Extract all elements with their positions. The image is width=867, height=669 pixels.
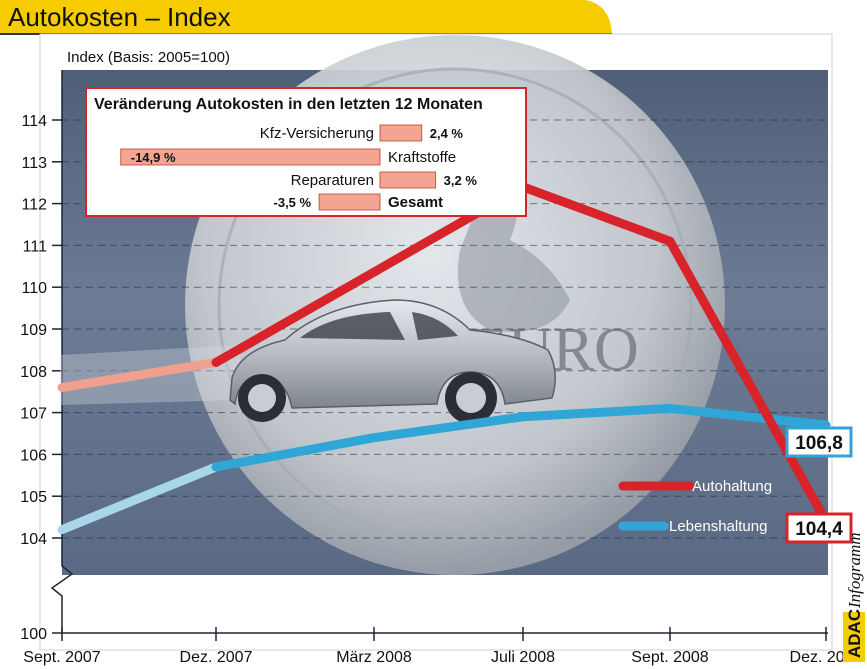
inset-label-gesamt: Gesamt — [388, 194, 443, 211]
inset-label-kraftstoffe: Kraftstoffe — [388, 149, 456, 166]
credit-label: Infogramm — [845, 532, 864, 609]
inset-value-kfz-versicherung: 2,4 % — [430, 126, 464, 141]
y-tick-label-109: 109 — [20, 322, 47, 339]
y-tick-label-113: 113 — [21, 155, 47, 172]
axis-note: Index (Basis: 2005=100) — [67, 49, 230, 66]
inset-bar-gesamt — [318, 193, 381, 211]
inset-value-gesamt: -3,5 % — [274, 195, 312, 210]
inset-row-kfz-versicherung: Kfz-Versicherung 2,4 % — [260, 124, 464, 142]
y-tick-label-107: 107 — [20, 406, 47, 423]
inset-value-reparaturen: 3,2 % — [444, 173, 478, 188]
series-lines — [57, 182, 831, 535]
credit-badge — [843, 612, 865, 662]
series-lebenshaltung-line — [211, 403, 831, 472]
x-tick-label-sept-2007: Sept. 2007 — [23, 649, 101, 666]
y-tick-label-112: 112 — [21, 197, 47, 214]
page-title: Autokosten – Index — [8, 2, 231, 32]
y-tick-label-111: 111 — [23, 238, 47, 255]
x-tick-label-marz-2008: März 2008 — [336, 649, 412, 666]
end-label-autohaltung-text: 104,4 — [795, 519, 843, 540]
legend-label-lebenshaltung: Lebenshaltung — [669, 518, 767, 535]
inset-value-kraftstoffe: -14,9 % — [131, 150, 176, 165]
legend-item-autohaltung: Autohaltung — [618, 478, 772, 495]
y-tick-label-114: 114 — [21, 113, 47, 130]
y-tick-label-108: 108 — [20, 364, 47, 381]
axis-break-area — [62, 576, 828, 633]
x-tick-label-juli-2008: Juli 2008 — [491, 649, 555, 666]
inset-row-reparaturen: Reparaturen 3,2 % — [291, 171, 478, 189]
credit: ADAC Infogramm — [843, 532, 865, 662]
car-illustration — [60, 299, 556, 424]
inset-bar-kraftstoffe — [120, 148, 381, 166]
legend-item-lebenshaltung: Lebenshaltung — [618, 518, 767, 535]
inset-bar-kfz-versicherung — [379, 124, 423, 142]
series-autohaltung-line — [211, 182, 831, 526]
inset-rows: Kfz-Versicherung 2,4 % Kraftstoffe -14,9 % R… — [120, 124, 478, 211]
credit-brand: ADAC — [845, 609, 864, 658]
y-tick-label-105: 105 — [20, 489, 47, 506]
inset-bar-reparaturen — [379, 171, 437, 189]
legend: Autohaltung Lebenshaltung — [618, 478, 772, 535]
end-label-lebenshaltung: 106,8 — [785, 426, 853, 458]
y-tick-label-100: 100 — [20, 626, 47, 643]
inset-box: Veränderung Autokosten in den letzten 12… — [85, 87, 527, 217]
y-tick-label-106: 106 — [20, 447, 47, 464]
header-band — [0, 0, 612, 34]
inset-row-gesamt: Gesamt -3,5 % — [274, 193, 443, 211]
inset-label-reparaturen: Reparaturen — [291, 172, 374, 189]
y-tick-label-104: 104 — [20, 531, 47, 548]
end-label-autohaltung: 104,4 — [785, 512, 853, 544]
legend-label-autohaltung: Autohaltung — [692, 478, 772, 495]
y-tick-label-110: 110 — [21, 280, 47, 297]
inset-title: Veränderung Autokosten in den letzten 12… — [94, 96, 483, 113]
end-label-lebenshaltung-text: 106,8 — [795, 433, 843, 454]
x-tick-label-dez-2007: Dez. 2007 — [180, 649, 253, 666]
series-autohaltung-lead — [57, 357, 221, 393]
x-tick-label-sept-2008: Sept. 2008 — [631, 649, 709, 666]
inset-row-kraftstoffe: Kraftstoffe -14,9 % — [120, 148, 456, 166]
inset-label-kfz-versicherung: Kfz-Versicherung — [260, 125, 374, 142]
series-lebenshaltung-lead — [57, 462, 221, 535]
